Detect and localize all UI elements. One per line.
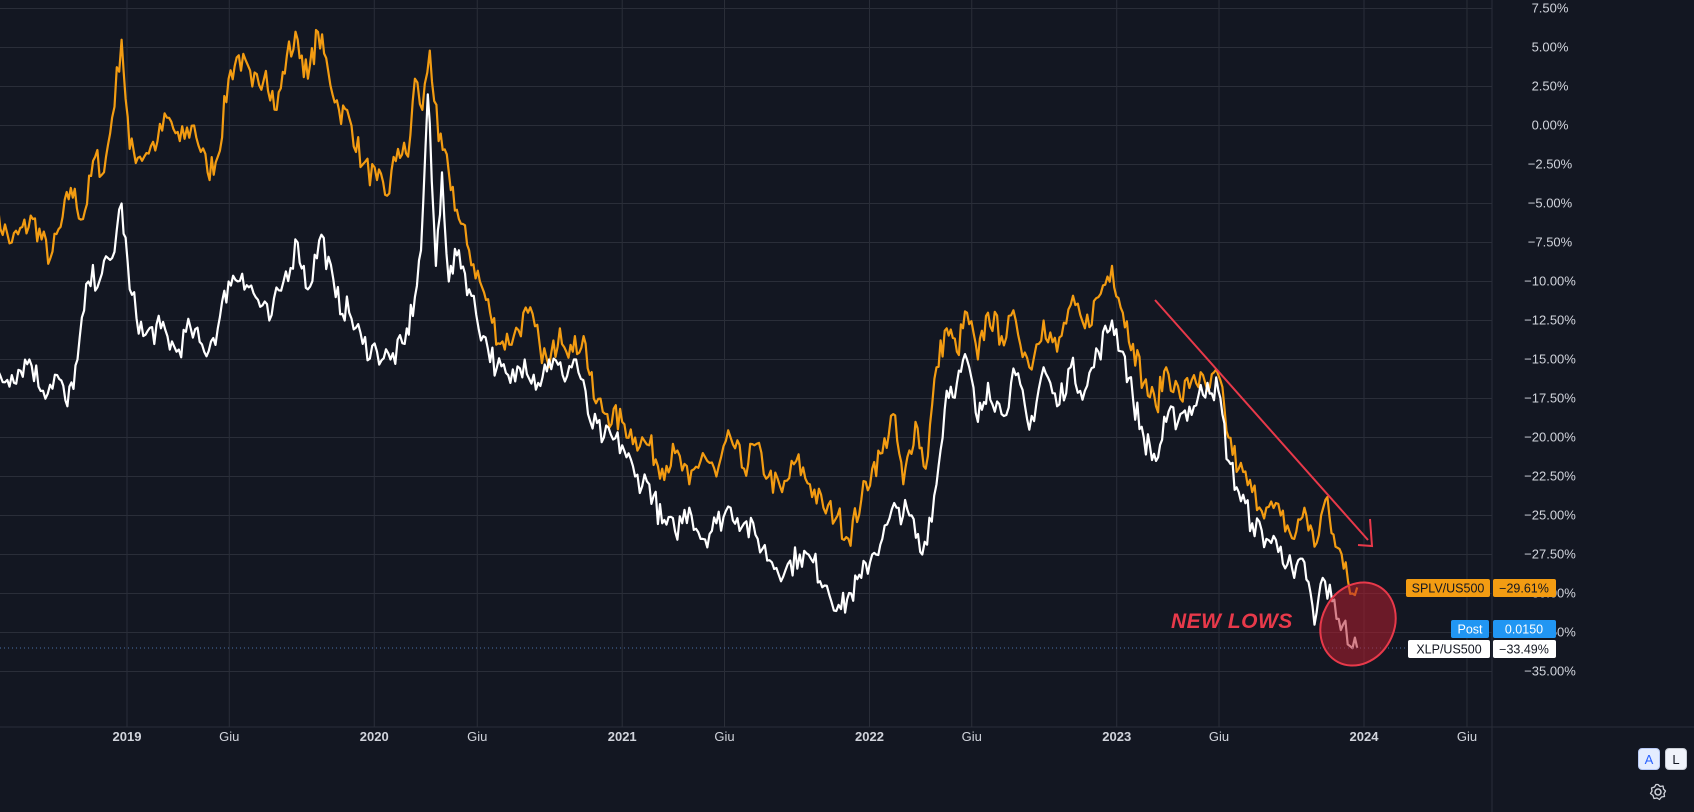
x-tick-label: Giu bbox=[467, 729, 487, 744]
series-line-xlp bbox=[0, 93, 1359, 650]
y-tick-label: 0.00% bbox=[1532, 118, 1569, 133]
y-tick-label: −12.50% bbox=[1524, 313, 1576, 328]
x-tick-label: Giu bbox=[1209, 729, 1229, 744]
auto-scale-button[interactable]: A bbox=[1638, 748, 1660, 770]
y-tick-label: 2.50% bbox=[1532, 79, 1569, 94]
x-tick-label: Giu bbox=[962, 729, 982, 744]
price-label-value: −29.61% bbox=[1499, 582, 1549, 596]
price-label-name-bg bbox=[1451, 620, 1489, 638]
y-tick-label: −27.50% bbox=[1524, 547, 1576, 562]
price-label: SPLV/US500 −29.61% bbox=[1406, 579, 1556, 597]
new-lows-ellipse bbox=[1319, 581, 1397, 667]
y-tick-label: 7.50% bbox=[1532, 1, 1569, 16]
x-axis[interactable]: 2019 Giu 2020 Giu 2021 Giu 2022 Giu 2023 Giu 2024 G… bbox=[113, 729, 1478, 744]
series-line-splv bbox=[0, 28, 1359, 597]
price-labels: SPLV/US500 −29.61% Post 0.0150 XLP/US500 −33.… bbox=[1406, 579, 1556, 658]
y-tick-label: −20.00% bbox=[1524, 430, 1576, 445]
x-tick-label: 2022 bbox=[855, 729, 884, 744]
gear-icon[interactable] bbox=[1648, 782, 1668, 802]
log-scale-button[interactable]: L bbox=[1665, 748, 1687, 770]
x-tick-label: Giu bbox=[219, 729, 239, 744]
series-layer bbox=[0, 28, 1492, 650]
x-tick-label: 2024 bbox=[1350, 729, 1380, 744]
price-label-name-bg bbox=[1408, 640, 1490, 658]
x-tick-label: 2021 bbox=[608, 729, 637, 744]
price-label-value-bg bbox=[1493, 640, 1556, 658]
price-label: Post 0.0150 bbox=[1451, 620, 1556, 638]
price-label-value-bg bbox=[1493, 620, 1556, 638]
y-tick-label: −15.00% bbox=[1524, 352, 1576, 367]
y-tick-label: −2.50% bbox=[1528, 157, 1573, 172]
price-label-value-bg bbox=[1493, 579, 1556, 597]
y-tick-label: −22.50% bbox=[1524, 469, 1576, 484]
y-tick-label: −17.50% bbox=[1524, 391, 1576, 406]
y-tick-label: −35.00% bbox=[1524, 664, 1576, 679]
arrow-head bbox=[1357, 518, 1374, 548]
annotation-layer: NEW LOWS bbox=[1154, 299, 1397, 667]
price-label-name: SPLV/US500 bbox=[1412, 582, 1485, 596]
y-tick-label: −5.00% bbox=[1528, 196, 1573, 211]
price-label-value: 0.0150 bbox=[1505, 623, 1543, 637]
x-tick-label: Giu bbox=[1457, 729, 1477, 744]
price-label-name: Post bbox=[1457, 623, 1483, 637]
x-tick-label: Giu bbox=[714, 729, 734, 744]
price-label: XLP/US500 −33.49% bbox=[1408, 640, 1556, 658]
x-tick-label: 2020 bbox=[360, 729, 389, 744]
x-tick-label: 2019 bbox=[113, 729, 142, 744]
trend-arrow bbox=[1154, 299, 1369, 541]
y-tick-label: −7.50% bbox=[1528, 235, 1573, 250]
y-tick-label: −25.00% bbox=[1524, 508, 1576, 523]
x-tick-label: 2023 bbox=[1102, 729, 1131, 744]
price-label-name: XLP/US500 bbox=[1416, 643, 1481, 657]
price-label-name-bg bbox=[1406, 579, 1490, 597]
price-label-value: −33.49% bbox=[1499, 643, 1549, 657]
new-lows-annotation: NEW LOWS bbox=[1171, 610, 1293, 633]
y-tick-label: 5.00% bbox=[1532, 40, 1569, 55]
y-tick-label: −10.00% bbox=[1524, 274, 1576, 289]
y-axis[interactable]: 7.50% 5.00% 2.50% 0.00% −2.50% −5.00% −7.50% −1… bbox=[1524, 1, 1576, 679]
